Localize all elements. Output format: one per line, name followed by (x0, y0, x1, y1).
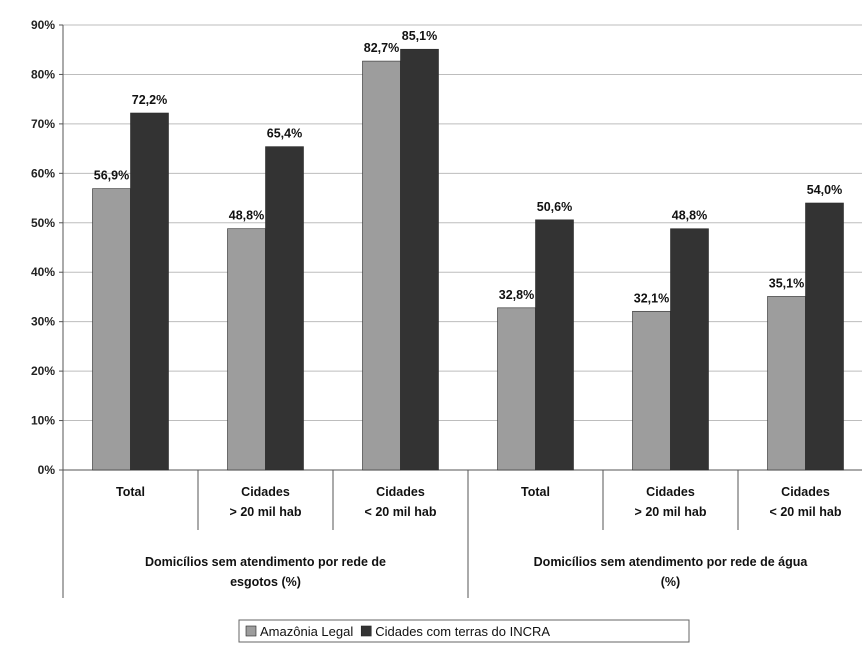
y-tick-label: 30% (31, 315, 55, 329)
bar-amazonia-legal (362, 60, 401, 471)
category-labels: Total Cidades > 20 mil hab Cidades < 20 mil … (116, 485, 842, 589)
data-labels: 56,9% 72,2% 48,8% 65,4% 82,7%85,1% 32,8% 50,6%… (94, 29, 842, 305)
category-label: < 20 mil hab (770, 505, 842, 519)
y-tick-label: 0% (38, 463, 56, 477)
data-label: 50,6% (537, 200, 572, 214)
legend: Amazônia Legal Cidades com terras do INCR… (238, 619, 690, 643)
data-label: 54,0% (807, 183, 842, 197)
bar-amazonia-legal (497, 307, 536, 471)
group-label: esgotos (%) (230, 575, 301, 589)
category-label: Cidades (241, 485, 290, 499)
y-tick-label: 90% (31, 18, 55, 32)
category-label: > 20 mil hab (230, 505, 302, 519)
bar-amazonia-legal (767, 296, 806, 471)
category-label: Total (116, 485, 145, 499)
data-label: 65,4% (267, 127, 302, 141)
data-label: 32,8% (499, 288, 534, 302)
data-label: 48,8% (229, 209, 264, 223)
bar-amazonia-legal (227, 228, 266, 471)
legend-swatch (245, 625, 257, 637)
y-tick-label: 40% (31, 265, 55, 279)
data-label: 82,7% (364, 41, 399, 55)
bars (92, 48, 844, 471)
group-label: Domicílios sem atendimento por rede de á… (534, 555, 809, 569)
y-tick-label: 60% (31, 166, 55, 180)
bar-cidades-incra (130, 112, 169, 471)
category-label: Cidades (376, 485, 425, 499)
bar-cidades-incra (265, 146, 304, 471)
bar-cidades-incra (805, 202, 844, 471)
y-tick-label: 10% (31, 414, 55, 428)
legend-label: Amazônia Legal (260, 624, 353, 639)
grid-lines (63, 24, 862, 422)
y-tick-label: 50% (31, 216, 55, 230)
bar-cidades-incra (670, 228, 709, 471)
bar-cidades-incra (535, 219, 574, 471)
y-tick-label: 70% (31, 117, 55, 131)
legend-swatch (360, 625, 372, 637)
data-label: 72,2% (132, 93, 167, 107)
axes: 0% 10% 20% 30% 40% 50% 60% 70% 80% 90% (31, 18, 862, 598)
data-label: 85,1% (402, 29, 437, 43)
category-label: < 20 mil hab (365, 505, 437, 519)
data-label: 32,1% (634, 291, 669, 305)
category-label: Total (521, 485, 550, 499)
category-label: > 20 mil hab (635, 505, 707, 519)
group-label: Domicílios sem atendimento por rede de (145, 555, 386, 569)
y-tick-label: 80% (31, 67, 55, 81)
legend-box (238, 619, 690, 643)
bar-cidades-incra (400, 48, 439, 471)
data-label: 56,9% (94, 169, 129, 183)
legend-label: Cidades com terras do INCRA (375, 624, 550, 639)
data-label: 48,8% (672, 209, 707, 223)
bar-amazonia-legal (92, 188, 131, 471)
group-label: (%) (661, 575, 680, 589)
data-label: 35,1% (769, 276, 804, 290)
y-tick-label: 20% (31, 364, 55, 378)
bar-amazonia-legal (632, 310, 671, 471)
category-label: Cidades (646, 485, 695, 499)
category-label: Cidades (781, 485, 830, 499)
